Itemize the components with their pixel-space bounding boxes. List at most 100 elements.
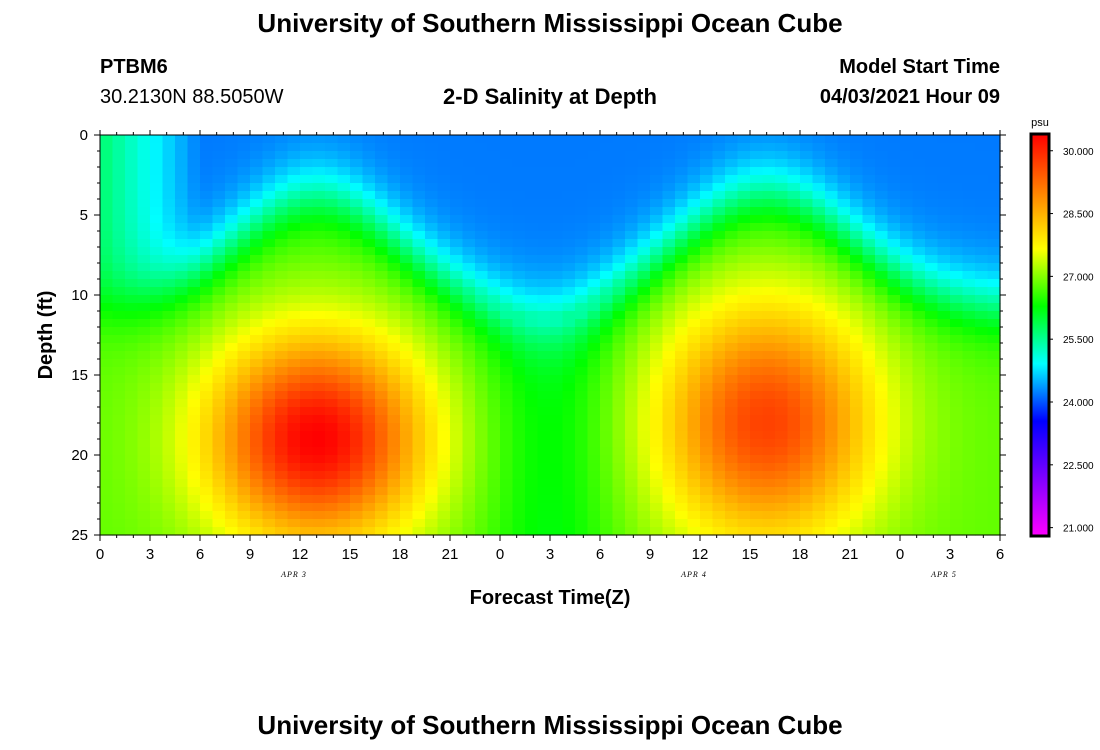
- heatmap-cell: [287, 247, 301, 256]
- heatmap-cell: [600, 471, 614, 480]
- heatmap-cell: [550, 511, 564, 520]
- heatmap-cell: [600, 311, 614, 320]
- heatmap-cell: [625, 375, 639, 384]
- heatmap-cell: [487, 319, 501, 328]
- heatmap-cell: [900, 431, 914, 440]
- heatmap-cell: [850, 495, 864, 504]
- heatmap-cell: [575, 415, 589, 424]
- heatmap-cell: [712, 327, 726, 336]
- heatmap-cell: [962, 167, 976, 176]
- heatmap-cell: [275, 231, 289, 240]
- heatmap-cell: [362, 247, 376, 256]
- heatmap-cell: [337, 279, 351, 288]
- heatmap-cell: [500, 135, 514, 144]
- heatmap-cell: [787, 375, 801, 384]
- heatmap-cell: [212, 247, 226, 256]
- heatmap-cell: [262, 319, 276, 328]
- heatmap-cell: [162, 463, 176, 472]
- heatmap-cell: [762, 527, 776, 536]
- heatmap-cell: [187, 295, 201, 304]
- heatmap-cell: [875, 239, 889, 248]
- heatmap-cell: [850, 335, 864, 344]
- heatmap-cell: [612, 183, 626, 192]
- heatmap-cell: [200, 303, 214, 312]
- heatmap-cell: [937, 311, 951, 320]
- heatmap-cell: [237, 503, 251, 512]
- heatmap-cell: [587, 487, 601, 496]
- heatmap-cell: [975, 455, 989, 464]
- heatmap-cell: [425, 479, 439, 488]
- heatmap-cell: [575, 455, 589, 464]
- heatmap-cell: [462, 391, 476, 400]
- model-start-value: 04/03/2021 Hour 09: [819, 86, 1000, 108]
- heatmap-cell: [425, 287, 439, 296]
- heatmap-cell: [162, 439, 176, 448]
- heatmap-cell: [525, 439, 539, 448]
- heatmap-cell: [587, 519, 601, 528]
- heatmap-cell: [287, 199, 301, 208]
- heatmap-cell: [275, 439, 289, 448]
- heatmap-cell: [162, 215, 176, 224]
- heatmap-cell: [150, 279, 164, 288]
- heatmap-cell: [987, 159, 1001, 168]
- heatmap-cell: [937, 327, 951, 336]
- heatmap-cell: [925, 391, 939, 400]
- heatmap-cell: [875, 231, 889, 240]
- heatmap-cell: [600, 191, 614, 200]
- heatmap-cell: [250, 135, 264, 144]
- heatmap-cell: [125, 431, 139, 440]
- heatmap-cell: [962, 271, 976, 280]
- heatmap-cell: [975, 351, 989, 360]
- heatmap-cell: [137, 151, 151, 160]
- heatmap-cell: [225, 175, 239, 184]
- heatmap-cell: [912, 215, 926, 224]
- heatmap-cell: [300, 175, 314, 184]
- heatmap-cell: [475, 207, 489, 216]
- heatmap-cell: [437, 447, 451, 456]
- heatmap-cell: [675, 391, 689, 400]
- heatmap-cell: [600, 463, 614, 472]
- heatmap-cell: [162, 415, 176, 424]
- heatmap-cell: [250, 319, 264, 328]
- heatmap-cell: [862, 143, 876, 152]
- heatmap-cell: [787, 311, 801, 320]
- heatmap-cell: [337, 239, 351, 248]
- heatmap-cell: [975, 439, 989, 448]
- heatmap-cell: [337, 455, 351, 464]
- heatmap-cell: [562, 215, 576, 224]
- heatmap-cell: [775, 319, 789, 328]
- heatmap-cell: [762, 327, 776, 336]
- heatmap-cell: [587, 279, 601, 288]
- heatmap-cell: [112, 471, 126, 480]
- heatmap-cell: [312, 191, 326, 200]
- heatmap-cell: [762, 311, 776, 320]
- heatmap-cell: [325, 527, 339, 536]
- heatmap-cell: [862, 463, 876, 472]
- heatmap-cell: [662, 167, 676, 176]
- heatmap-cell: [737, 399, 751, 408]
- heatmap-cell: [950, 359, 964, 368]
- heatmap-cell: [350, 295, 364, 304]
- heatmap-cell: [575, 503, 589, 512]
- heatmap-cell: [187, 319, 201, 328]
- heatmap-cell: [275, 415, 289, 424]
- heatmap-cell: [712, 255, 726, 264]
- heatmap-cell: [350, 311, 364, 320]
- heatmap-cell: [812, 271, 826, 280]
- heatmap-cell: [875, 399, 889, 408]
- heatmap-cell: [287, 327, 301, 336]
- heatmap-cell: [987, 143, 1001, 152]
- heatmap-cell: [762, 351, 776, 360]
- heatmap-cell: [950, 527, 964, 536]
- heatmap-cell: [687, 503, 701, 512]
- heatmap-cell: [237, 135, 251, 144]
- x-tick-label: 3: [946, 546, 954, 563]
- heatmap-cell: [237, 423, 251, 432]
- heatmap-cell: [912, 351, 926, 360]
- heatmap-cell: [150, 207, 164, 216]
- heatmap-cell: [462, 279, 476, 288]
- heatmap-cell: [575, 367, 589, 376]
- heatmap-cell: [587, 479, 601, 488]
- heatmap-cell: [875, 223, 889, 232]
- heatmap-cell: [837, 327, 851, 336]
